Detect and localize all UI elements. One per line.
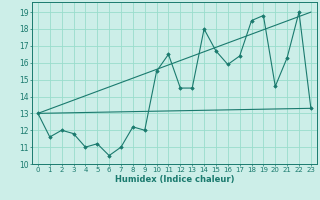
X-axis label: Humidex (Indice chaleur): Humidex (Indice chaleur)	[115, 175, 234, 184]
